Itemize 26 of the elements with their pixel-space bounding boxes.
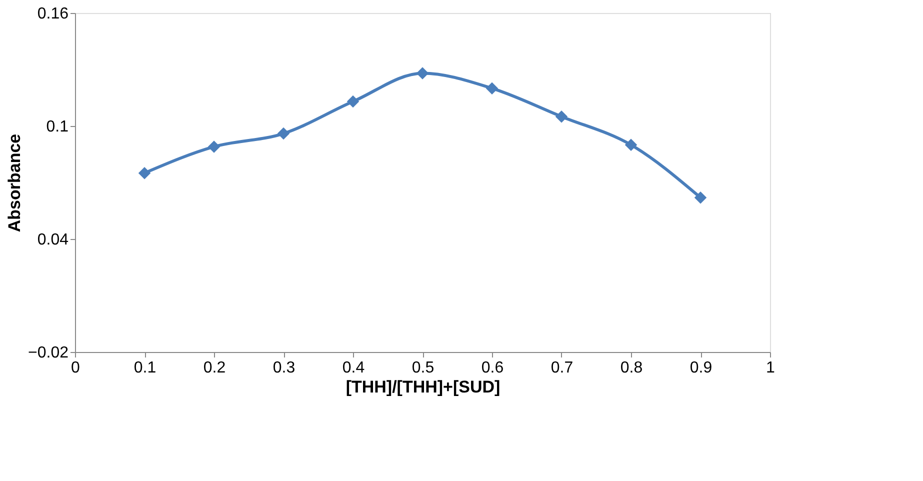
x-tick-label: 0.4 [342,360,365,376]
x-tick-label: 0 [71,360,80,376]
y-tick-label: 0.1 [46,118,69,136]
x-tick-label: 1 [766,360,776,376]
x-tick-label: 0.6 [481,360,504,376]
point [486,82,498,94]
y-tick-label: 0.16 [37,6,69,22]
x-tick-label: 0.8 [620,360,643,376]
point [138,166,151,180]
x-tick-label: 0.5 [412,360,434,376]
x-tick-label: 0.3 [272,360,296,376]
point [555,110,568,123]
x-tick-label: 0.1 [134,360,156,376]
x-tick-label: 0.2 [203,360,226,376]
x-axis-title: [THH]/[THH]+[SUD] [346,378,500,396]
point [346,95,360,108]
x-tick-label: 0.9 [690,360,712,376]
x-tick-label: 0.7 [550,360,574,376]
y-tick-label: 0.04 [37,232,69,248]
point [277,127,290,140]
point [208,140,220,153]
point [624,138,638,151]
y-axis-title: Absorbance [5,134,24,232]
y-tick-label: −0.02 [28,344,69,362]
point [416,67,429,80]
point [694,191,707,204]
